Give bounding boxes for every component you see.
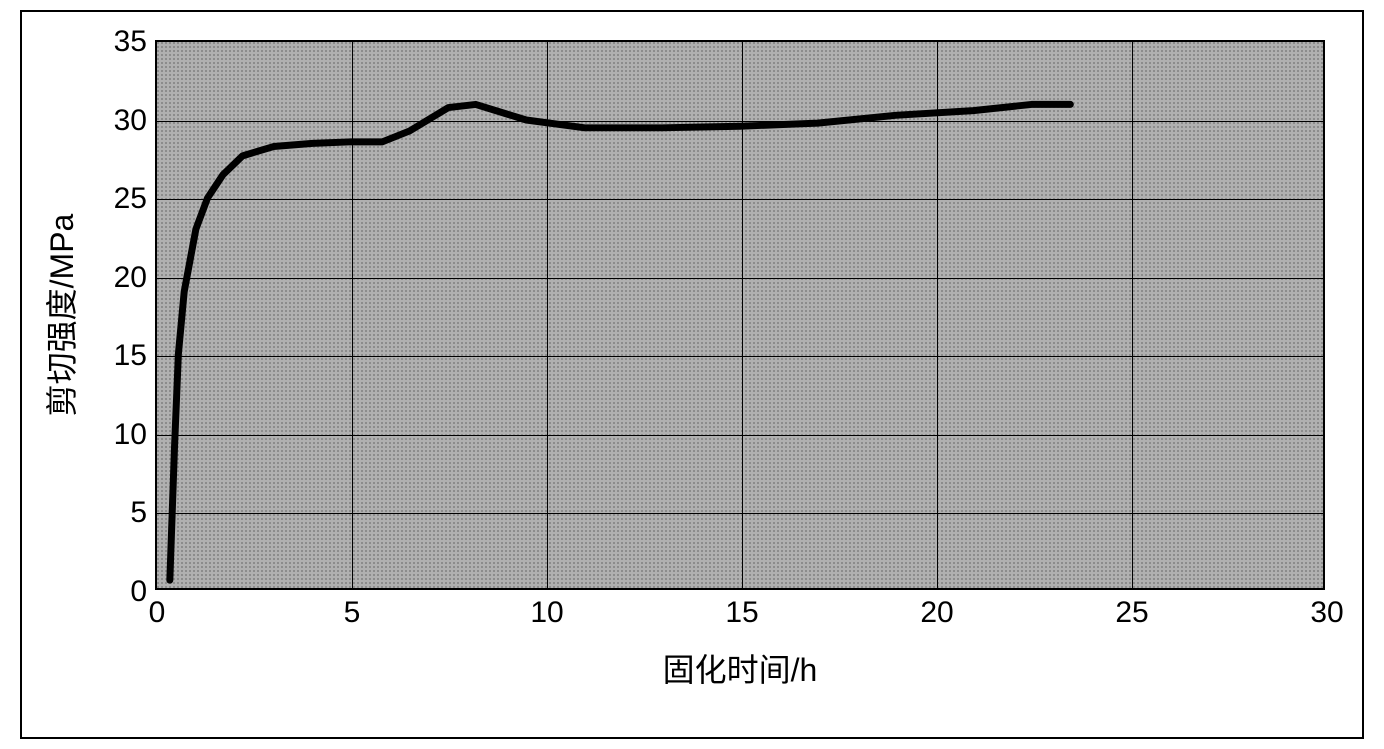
line-series-svg: [157, 42, 1323, 588]
x-tick-label: 30: [1310, 588, 1343, 630]
y-tick-label: 30: [114, 104, 157, 138]
y-tick-label: 5: [130, 496, 157, 530]
y-axis-title: 剪切强度/MPa: [37, 214, 83, 417]
grid-line-vertical: [937, 42, 938, 588]
grid-line-vertical: [352, 42, 353, 588]
x-tick-label: 0: [149, 588, 166, 630]
grid-line-horizontal: [157, 278, 1323, 279]
grid-line-vertical: [742, 42, 743, 588]
chart-container: 05101520253035051015202530 剪切强度/MPa 固化时间…: [20, 10, 1364, 739]
grid-line-horizontal: [157, 121, 1323, 122]
y-tick-label: 15: [114, 339, 157, 373]
y-tick-label: 20: [114, 261, 157, 295]
x-tick-label: 15: [725, 588, 758, 630]
plot-area: 05101520253035051015202530: [155, 40, 1325, 590]
grid-line-horizontal: [157, 435, 1323, 436]
x-tick-label: 10: [530, 588, 563, 630]
grid-line-horizontal: [157, 199, 1323, 200]
x-tick-label: 5: [344, 588, 361, 630]
y-tick-label: 25: [114, 182, 157, 216]
grid-line-vertical: [1132, 42, 1133, 588]
series-line-shear-strength: [170, 104, 1071, 580]
y-tick-label: 35: [114, 25, 157, 59]
x-axis-title: 固化时间/h: [663, 645, 818, 691]
x-tick-label: 25: [1115, 588, 1148, 630]
grid-line-horizontal: [157, 356, 1323, 357]
y-tick-label: 10: [114, 418, 157, 452]
grid-line-vertical: [547, 42, 548, 588]
x-tick-label: 20: [920, 588, 953, 630]
grid-line-horizontal: [157, 513, 1323, 514]
